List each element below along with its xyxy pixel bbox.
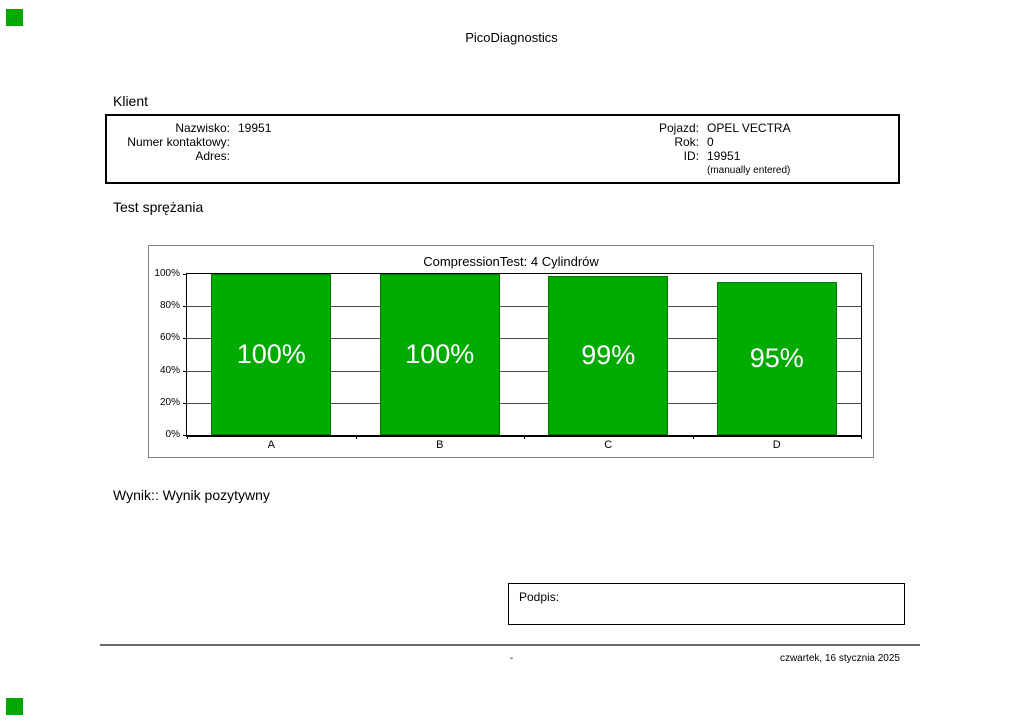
y-axis-tick-label: 20% (159, 396, 180, 408)
y-axis-tick-label: 40% (159, 364, 180, 376)
field-label: Rok: (674, 135, 699, 149)
field-label: Pojazd: (658, 121, 699, 135)
chart-title: CompressionTest: 4 Cylindrów (423, 254, 599, 269)
field-label: Numer kontaktowy: (127, 135, 230, 149)
field-row-name: Nazwisko: 19951 (107, 121, 271, 135)
footer-page-marker: - (509, 653, 514, 664)
field-label: ID: (683, 149, 699, 163)
field-row-id: ID: 19951 (547, 149, 791, 163)
test-section-heading: Test sprężania (113, 199, 204, 215)
field-value: OPEL VECTRA (707, 121, 791, 135)
signature-box: Podpis: (508, 583, 905, 625)
field-row-address: Adres: (107, 149, 271, 163)
manually-entered-note: (manually entered) (707, 165, 791, 176)
x-axis-tick (355, 435, 357, 439)
y-axis-tick-label: 60% (159, 332, 180, 344)
chart-bars: 100% 100% 99% 95% (187, 274, 861, 435)
bar-value-label: 95% (749, 343, 804, 374)
x-axis-label: A (267, 439, 275, 451)
field-value: 19951 (707, 149, 741, 163)
gridline (187, 402, 861, 404)
x-axis-label: C (604, 439, 613, 451)
corner-marker-icon (6, 9, 23, 26)
field-value: 0 (707, 135, 714, 149)
y-axis-tick (183, 370, 187, 372)
bar-value-label: 100% (405, 339, 475, 369)
x-axis-tick (861, 435, 862, 439)
bar-slot: 100% (356, 274, 525, 435)
footer-date: czwartek, 16 stycznia 2025 (779, 653, 900, 664)
y-axis-tick (183, 338, 187, 340)
report-title: PicoDiagnostics (465, 30, 558, 45)
bar-cylinder-c: 99% (548, 275, 669, 435)
gridline (187, 370, 861, 372)
footer-divider (100, 644, 920, 646)
field-row-vehicle: Pojazd: OPEL VECTRA (547, 121, 791, 135)
field-row-contact: Numer kontaktowy: (107, 135, 271, 149)
y-axis-tick-label: 100% (154, 268, 180, 279)
field-value: 19951 (238, 121, 272, 135)
result-text: Wynik:: Wynik pozytywny (113, 487, 270, 503)
compression-chart: CompressionTest: 4 Cylindrów 100% 100% 99%… (148, 245, 874, 458)
chart-plot: 100% 100% 99% 95% A B C D 100% 80% 60% 40% 20% 0% (154, 268, 862, 451)
y-axis-tick (183, 306, 187, 308)
field-label: Adres: (195, 149, 230, 163)
client-fields: Nazwisko: 19951 Numer kontaktowy: Adres: (107, 121, 271, 163)
x-axis-label: D (772, 439, 781, 451)
signature-label: Podpis: (519, 590, 560, 604)
bar-value-label: 100% (236, 339, 306, 369)
bar-slot: 95% (693, 274, 862, 435)
bar-value-label: 99% (581, 339, 636, 370)
y-axis-tick-label: 80% (159, 300, 180, 312)
x-axis-tick (187, 435, 188, 439)
bar-slot: 99% (524, 274, 693, 435)
chart-xlabels: A B C D (187, 439, 861, 451)
bar-slot: 100% (187, 274, 356, 435)
y-axis-tick-label: 0% (165, 429, 180, 440)
client-info-box: Nazwisko: 19951 Numer kontaktowy: Adres:… (105, 114, 900, 184)
y-axis-tick (183, 402, 187, 404)
vehicle-fields: Pojazd: OPEL VECTRA Rok: 0 ID: 19951 (ma… (547, 121, 791, 177)
gridline (187, 306, 861, 308)
bar-cylinder-a: 100% (211, 274, 332, 435)
x-axis-label: B (436, 439, 444, 451)
bar-cylinder-b: 100% (379, 274, 500, 435)
y-axis-tick (183, 435, 187, 436)
client-section-heading: Klient (113, 93, 149, 109)
field-label-spacer (547, 163, 699, 177)
y-axis-tick (183, 274, 187, 275)
x-axis-tick (692, 435, 694, 439)
field-row-id-note: (manually entered) (547, 163, 791, 177)
x-axis-tick (524, 435, 525, 439)
corner-marker-icon (6, 698, 23, 715)
bar-cylinder-d: 95% (716, 282, 837, 435)
field-label: Nazwisko: (175, 121, 230, 135)
gridline (187, 338, 861, 340)
field-row-year: Rok: 0 (547, 135, 791, 149)
